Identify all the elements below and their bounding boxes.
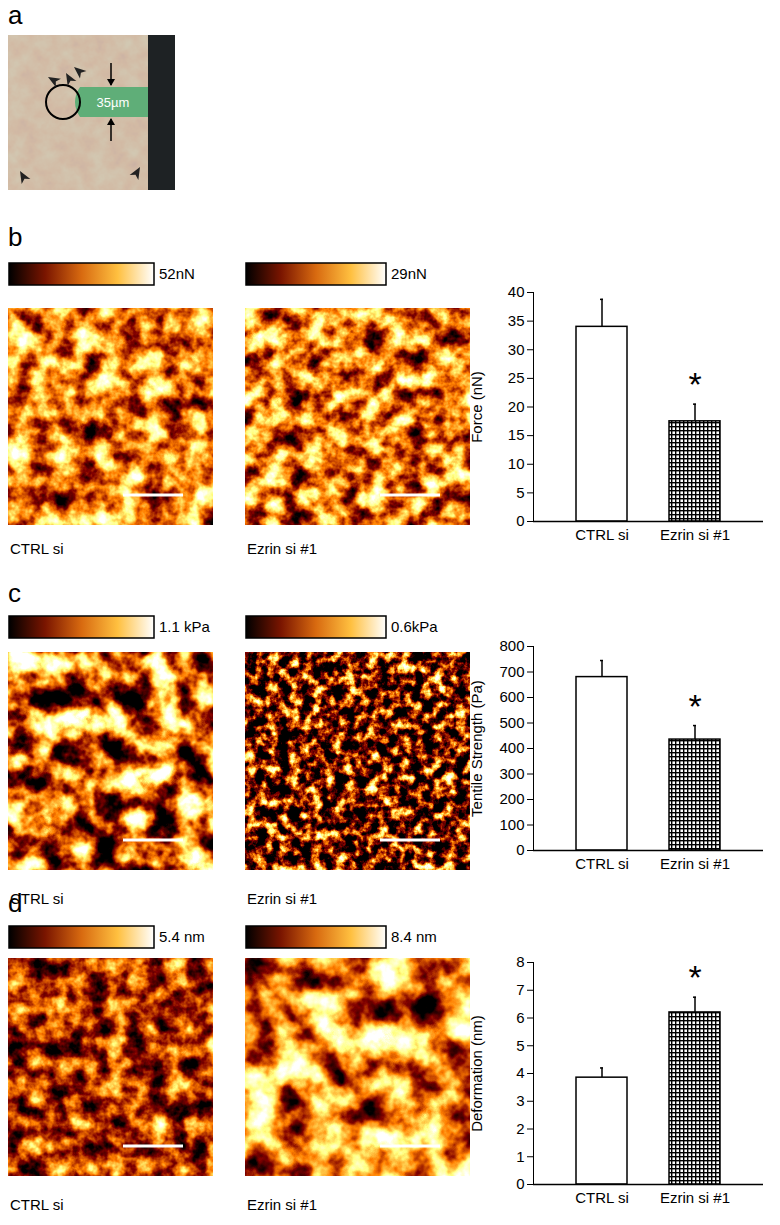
svg-text:10: 10 — [508, 455, 525, 472]
svg-text:35µm: 35µm — [97, 95, 130, 110]
html-text:8.4 nm: 8.4 nm — [391, 928, 437, 945]
html-text:CTRL si: CTRL si — [10, 540, 64, 557]
svg-text:200: 200 — [499, 790, 524, 807]
svg-text:0: 0 — [516, 1175, 524, 1192]
svg-text:1: 1 — [516, 1148, 524, 1165]
html-text:CTRL si: CTRL si — [10, 890, 64, 907]
svg-text:*: * — [688, 365, 701, 403]
svg-text:Ezrin si #1: Ezrin si #1 — [660, 855, 730, 872]
svg-text:100: 100 — [499, 816, 524, 833]
svg-text:30: 30 — [508, 341, 525, 358]
svg-text:8: 8 — [516, 953, 524, 970]
svg-text:500: 500 — [499, 714, 524, 731]
html-text:Ezrin si #1: Ezrin si #1 — [247, 540, 317, 557]
svg-text:700: 700 — [499, 663, 524, 680]
html-text:b: b — [8, 222, 23, 252]
html-text:d: d — [8, 888, 23, 918]
html-text:Ezrin si #1: Ezrin si #1 — [247, 1196, 317, 1213]
svg-text:0: 0 — [516, 841, 524, 858]
svg-text:400: 400 — [499, 739, 524, 756]
svg-text:Ezrin si #1: Ezrin si #1 — [660, 526, 730, 543]
svg-text:600: 600 — [499, 688, 524, 705]
html-text:c: c — [8, 578, 21, 608]
svg-text:35: 35 — [508, 312, 525, 329]
svg-text:5: 5 — [516, 1037, 524, 1054]
svg-text:CTRL si: CTRL si — [575, 526, 629, 543]
svg-text:5: 5 — [516, 484, 524, 501]
svg-text:CTRL si: CTRL si — [575, 855, 629, 872]
svg-text:15: 15 — [508, 426, 525, 443]
svg-text:Tentile Strength (Pa): Tentile Strength (Pa) — [468, 680, 485, 817]
svg-text:Force (nN): Force (nN) — [468, 371, 485, 443]
svg-text:6: 6 — [516, 1009, 524, 1026]
svg-text:4: 4 — [516, 1064, 524, 1081]
svg-text:*: * — [688, 958, 701, 996]
svg-text:7: 7 — [516, 981, 524, 998]
html-text:a: a — [8, 0, 23, 30]
svg-text:3: 3 — [516, 1092, 524, 1109]
svg-text:0: 0 — [516, 512, 524, 529]
svg-text:Ezrin si #1: Ezrin si #1 — [660, 1189, 730, 1206]
html-text:1.1 kPa: 1.1 kPa — [159, 618, 210, 635]
html-text:29nN: 29nN — [391, 265, 427, 282]
svg-text:*: * — [688, 687, 701, 725]
svg-text:300: 300 — [499, 765, 524, 782]
svg-text:Deformation (nm): Deformation (nm) — [468, 1015, 485, 1132]
html-text:52nN: 52nN — [159, 265, 195, 282]
svg-text:20: 20 — [508, 398, 525, 415]
html-text:CTRL si: CTRL si — [10, 1196, 64, 1213]
svg-text:2: 2 — [516, 1120, 524, 1137]
svg-text:40: 40 — [508, 283, 525, 300]
svg-text:800: 800 — [499, 637, 524, 654]
html-text:0.6kPa: 0.6kPa — [391, 618, 438, 635]
html-text:Ezrin si #1: Ezrin si #1 — [247, 890, 317, 907]
html-text:5.4 nm: 5.4 nm — [159, 928, 205, 945]
svg-text:25: 25 — [508, 369, 525, 386]
svg-text:CTRL si: CTRL si — [575, 1189, 629, 1206]
